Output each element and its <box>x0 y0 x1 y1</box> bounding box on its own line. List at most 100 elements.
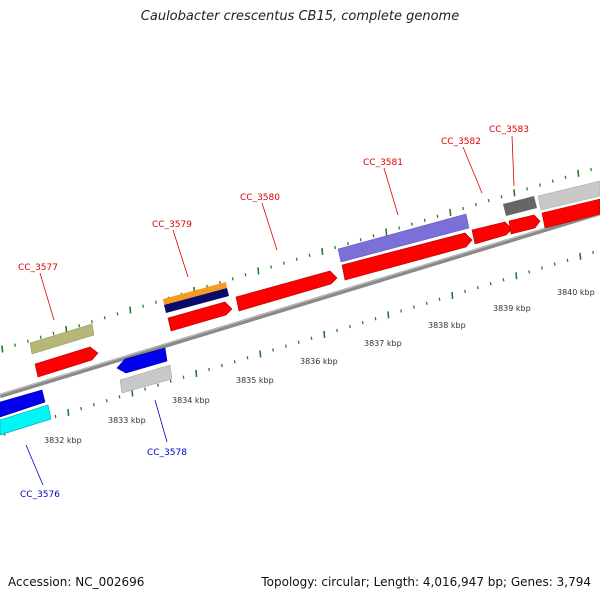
gene-label-cc-3582[interactable]: CC_3582 <box>441 137 481 147</box>
upper-minor-tick <box>116 312 119 316</box>
lower-minor-tick <box>489 281 492 286</box>
upper-major-tick <box>577 169 580 177</box>
feature-orange[interactable] <box>163 282 227 305</box>
lower-minor-tick <box>374 317 377 321</box>
feature-light-grey-bottom[interactable] <box>119 364 173 394</box>
lower-minor-tick <box>566 258 569 262</box>
gene-label-cc-3580[interactable]: CC_3580 <box>240 193 280 203</box>
cds-cc-3578[interactable] <box>116 347 168 374</box>
lower-minor-tick <box>208 367 211 372</box>
lower-minor-tick <box>540 266 543 270</box>
upper-major-tick <box>449 208 452 216</box>
feature-purple[interactable] <box>337 213 470 263</box>
upper-minor-tick <box>52 331 55 336</box>
cds-cc-3577[interactable] <box>34 346 99 378</box>
gene-label-cc-3576[interactable]: CC_3576 <box>20 490 60 500</box>
lower-minor-tick <box>105 399 108 403</box>
lower-minor-tick <box>553 262 556 266</box>
cds-cc-3579[interactable] <box>167 301 233 332</box>
scale-labels: 3832 kbp 3833 kbp 3834 kbp 3835 kbp 3836… <box>44 288 595 445</box>
lower-major-tick <box>387 311 390 319</box>
lower-minor-tick <box>592 250 595 255</box>
gene-label-cc-3583[interactable]: CC_3583 <box>489 125 529 135</box>
genome-summary-text: Topology: circular; Length: 4,016,947 bp… <box>261 575 591 589</box>
lower-minor-tick <box>310 336 313 340</box>
lower-minor-tick <box>528 270 531 274</box>
lower-minor-tick <box>92 403 95 407</box>
lower-minor-tick <box>156 383 159 387</box>
upper-minor-tick <box>26 339 29 343</box>
kbp-label-3836: 3836 kbp <box>300 357 338 366</box>
kbp-label-3837: 3837 kbp <box>364 339 402 348</box>
upper-minor-tick <box>500 195 503 199</box>
lower-major-tick <box>579 252 582 260</box>
lower-minor-tick <box>400 309 403 313</box>
cds-cc-3576[interactable] <box>0 389 46 418</box>
feature-olive[interactable] <box>29 323 95 355</box>
upper-minor-tick <box>526 187 529 191</box>
upper-minor-tick <box>231 277 234 281</box>
genome-title: Caulobacter crescentus CB15, complete ge… <box>140 9 460 24</box>
upper-minor-tick <box>244 273 247 277</box>
upper-minor-tick <box>295 257 298 261</box>
feature-cyan[interactable] <box>0 404 52 436</box>
upper-major-tick <box>1 345 4 353</box>
lower-tick-row <box>3 250 595 436</box>
upper-minor-tick <box>270 265 273 269</box>
lower-minor-tick <box>169 379 172 383</box>
lower-minor-tick <box>464 289 467 294</box>
feature-light-grey-top[interactable] <box>537 180 600 211</box>
leader-cc-3579 <box>172 229 189 278</box>
lower-minor-tick <box>476 285 479 290</box>
lower-major-tick <box>515 272 518 280</box>
cds-cc-3582[interactable] <box>471 221 513 245</box>
lower-minor-tick <box>144 387 147 391</box>
upper-minor-tick <box>334 245 337 250</box>
kbp-label-3832: 3832 kbp <box>44 436 82 445</box>
lower-minor-tick <box>297 340 300 344</box>
upper-minor-tick <box>142 304 145 308</box>
backbone-axis <box>0 210 600 399</box>
upper-major-tick <box>513 189 516 197</box>
upper-minor-tick <box>308 253 311 257</box>
upper-minor-tick <box>423 218 426 222</box>
cds-right-edge[interactable] <box>541 198 600 229</box>
cds-cc-3580[interactable] <box>235 270 338 312</box>
gene-label-cc-3581[interactable]: CC_3581 <box>363 158 403 168</box>
gene-label-cc-3577[interactable]: CC_3577 <box>18 263 58 273</box>
lower-minor-tick <box>80 406 83 411</box>
gene-label-cc-3579[interactable]: CC_3579 <box>152 220 192 230</box>
upper-minor-tick <box>39 335 42 339</box>
upper-major-tick <box>321 247 324 255</box>
lower-minor-tick <box>438 297 441 301</box>
upper-major-tick <box>385 228 388 236</box>
kbp-label-3834: 3834 kbp <box>172 396 210 405</box>
cds-cc-3583[interactable] <box>508 214 541 235</box>
gene-labels: CC_3576 CC_3577 CC_3578 CC_3579 CC_3580 … <box>18 125 529 500</box>
cds-cc-3581[interactable] <box>341 232 473 281</box>
lower-minor-tick <box>118 395 121 399</box>
upper-minor-tick <box>359 238 362 242</box>
leader-cc-3581 <box>383 167 399 216</box>
feature-dark-grey[interactable] <box>503 196 537 216</box>
upper-major-tick <box>129 306 132 314</box>
kbp-label-3835: 3835 kbp <box>236 376 274 385</box>
upper-minor-tick <box>154 300 157 304</box>
gene-label-cc-3578[interactable]: CC_3578 <box>147 448 187 458</box>
gene-label-leaders <box>25 135 515 486</box>
leader-cc-3577 <box>39 272 55 321</box>
feature-navy[interactable] <box>164 288 229 313</box>
leader-cc-3578 <box>154 399 168 443</box>
upper-minor-tick <box>474 202 477 207</box>
lower-major-tick <box>131 389 134 397</box>
lower-minor-tick <box>425 301 428 305</box>
upper-minor-tick <box>398 226 401 230</box>
lower-minor-tick <box>412 305 415 309</box>
lower-major-tick <box>259 350 262 358</box>
upper-minor-tick <box>372 234 375 238</box>
lower-minor-tick <box>348 324 351 329</box>
feature-track <box>0 180 600 436</box>
upper-minor-tick <box>590 167 593 172</box>
